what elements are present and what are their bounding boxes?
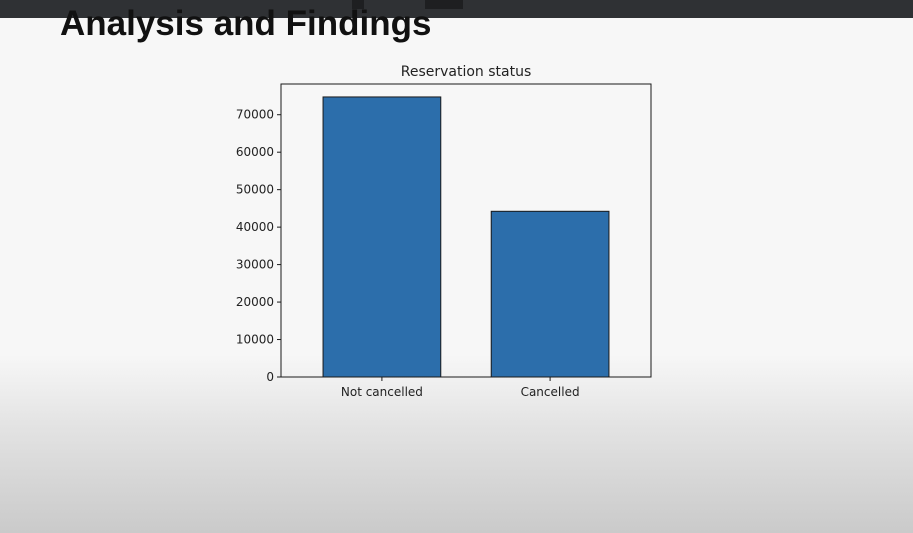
x-tick-label: Cancelled	[521, 385, 580, 399]
y-tick-label: 10000	[236, 333, 274, 347]
bar-not-cancelled	[322, 96, 442, 378]
chart-title: Reservation status	[401, 64, 532, 80]
plot-frame	[280, 83, 652, 378]
y-tick-label: 0	[266, 370, 274, 384]
bars-layer	[322, 96, 610, 378]
y-tick-label: 20000	[236, 295, 274, 309]
x-tick-label: Not cancelled	[341, 385, 423, 399]
slide-title: Analysis and Findings	[60, 4, 432, 43]
y-tick-label: 70000	[236, 108, 274, 122]
x-axis: Not cancelled Cancelled	[341, 377, 580, 399]
y-tick-label: 30000	[236, 258, 274, 272]
y-axis: 0 10000 20000 30000 40000 50000 60000 70000	[236, 108, 281, 384]
top-bar-segment	[352, 0, 364, 9]
top-bar-segment	[425, 0, 463, 9]
y-tick-label: 60000	[236, 145, 274, 159]
bar-cancelled	[490, 210, 610, 378]
y-tick-label: 40000	[236, 220, 274, 234]
y-tick-label: 50000	[236, 183, 274, 197]
browser-top-bar	[0, 0, 913, 18]
